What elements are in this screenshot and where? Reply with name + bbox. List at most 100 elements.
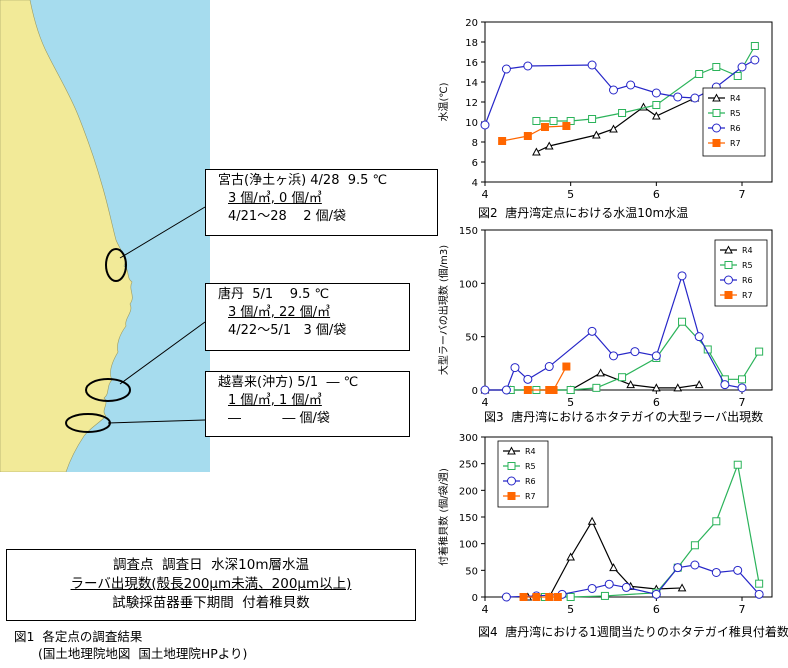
data-point-r6 [621, 582, 631, 592]
data-point-r5 [755, 347, 764, 356]
data-point-r6 [750, 55, 760, 65]
data-point-r4 [592, 130, 601, 139]
data-point-r6 [507, 476, 516, 486]
data-point-r6 [510, 363, 520, 373]
y-tick-label: 50 [465, 566, 478, 577]
x-tick-label: 7 [739, 188, 746, 201]
data-point-r6 [720, 380, 730, 390]
x-tick-label: 6 [653, 396, 660, 409]
data-point-r6 [604, 579, 614, 589]
callout-line: 3 個/㎥, 0 個/㎥ [228, 191, 322, 206]
legend-label: R6 [525, 477, 536, 486]
data-point-r6 [587, 583, 597, 593]
data-point-r5 [750, 42, 759, 50]
data-point-r5 [588, 115, 597, 123]
callout-okirai: 越喜来(沖方) 5/1 ― ℃ 1 個/㎥, 1 個/㎥ ― ― 個/袋 [205, 371, 410, 437]
data-point-r5 [507, 462, 516, 470]
series-line-r5 [536, 45, 756, 122]
data-point-r6 [711, 567, 721, 577]
x-tick-label: 4 [482, 188, 489, 201]
y-tick-label: 14 [465, 78, 478, 89]
y-tick-label: 16 [465, 58, 478, 69]
data-point-r6 [690, 560, 700, 570]
x-tick-label: 6 [653, 603, 660, 616]
data-point-r6 [737, 62, 747, 72]
site-marker-miyako [105, 248, 127, 282]
data-point-r6 [673, 92, 683, 102]
x-tick-label: 4 [482, 396, 489, 409]
plot-frame [484, 229, 773, 391]
data-point-r6 [523, 61, 533, 71]
y-axis-label: 大型ラーバの出現数 (個/m3) [437, 245, 450, 375]
data-point-r7 [507, 492, 516, 500]
chart-title: 図2 唐丹湾定点における水温10m水温 [478, 206, 689, 220]
data-point-r6 [544, 362, 554, 372]
data-point-r6 [733, 565, 743, 575]
chart-title: 図4 唐丹湾における1週間当たりのホタテガイ稚貝付着数 [478, 625, 788, 639]
data-point-r6 [651, 351, 661, 361]
data-point-r7 [540, 123, 549, 131]
data-point-r5 [600, 591, 609, 600]
callout-line: 3 個/㎥, 22 個/㎥ [228, 305, 331, 320]
data-point-r6 [673, 563, 683, 573]
legend [497, 440, 549, 508]
y-tick-label: 6 [472, 158, 478, 169]
y-tick-label: 100 [459, 279, 478, 290]
data-point-r5 [733, 460, 742, 469]
data-point-r7 [712, 139, 721, 147]
data-point-r6 [501, 592, 511, 602]
y-tick-label: 100 [459, 540, 478, 551]
x-tick-label: 5 [567, 603, 574, 616]
data-point-r6 [651, 589, 661, 599]
data-point-r7 [562, 362, 571, 371]
legend-line: ラーバ出現数(殻長200μm未満、200μm以上) [70, 576, 352, 592]
data-point-r5 [695, 70, 704, 78]
land [0, 0, 133, 472]
legend-line: 調査点 調査日 水深10m層水温 [113, 557, 309, 573]
data-point-r6 [754, 589, 764, 599]
data-point-r6 [609, 351, 619, 361]
data-point-r5 [712, 63, 721, 71]
legend-box: 調査点 調査日 水深10m層水温 ラーバ出現数(殻長200μm未満、200μm以… [6, 549, 416, 621]
data-point-r7 [523, 386, 532, 394]
data-point-r7 [498, 137, 507, 145]
data-point-r6 [630, 347, 640, 357]
data-point-r4 [626, 380, 635, 389]
x-tick-label: 7 [739, 396, 746, 409]
y-tick-label: 4 [472, 178, 478, 189]
x-tick-label: 4 [482, 603, 489, 616]
data-point-r4 [587, 516, 597, 525]
y-tick-label: 150 [459, 226, 478, 237]
data-point-r7 [549, 386, 558, 394]
data-point-r5 [690, 541, 699, 550]
data-point-r6 [501, 385, 511, 395]
data-point-r6 [677, 271, 687, 281]
data-point-r4 [724, 245, 733, 254]
legend-label: R4 [525, 447, 536, 456]
callout-karatan: 唐丹 5/1 9.5 ℃ 3 個/㎥, 22 個/㎥ 4/22～5/1 3 個/… [205, 283, 410, 351]
legend-label: R5 [742, 261, 753, 270]
data-point-r5 [733, 72, 742, 80]
data-point-r4 [566, 552, 576, 561]
data-point-r6 [480, 120, 490, 130]
data-point-r4 [507, 446, 516, 455]
data-point-r6 [694, 332, 704, 342]
data-point-r6 [737, 383, 747, 393]
y-tick-label: 50 [465, 333, 478, 344]
data-point-r4 [677, 583, 687, 592]
data-point-r6 [651, 88, 661, 98]
data-point-r7 [553, 593, 562, 601]
y-tick-label: 0 [472, 386, 478, 397]
legend-label: R7 [742, 291, 753, 300]
data-point-r5 [532, 117, 541, 125]
fig1-caption: 図1 各定点の調査結果 [14, 629, 143, 644]
y-tick-label: 250 [459, 460, 478, 471]
x-tick-label: 6 [653, 188, 660, 201]
data-point-r5 [618, 373, 627, 382]
data-point-r5 [566, 386, 575, 394]
series-line-r7 [502, 125, 567, 142]
callout-line: 越喜来(沖方) 5/1 ― ℃ [218, 375, 359, 390]
